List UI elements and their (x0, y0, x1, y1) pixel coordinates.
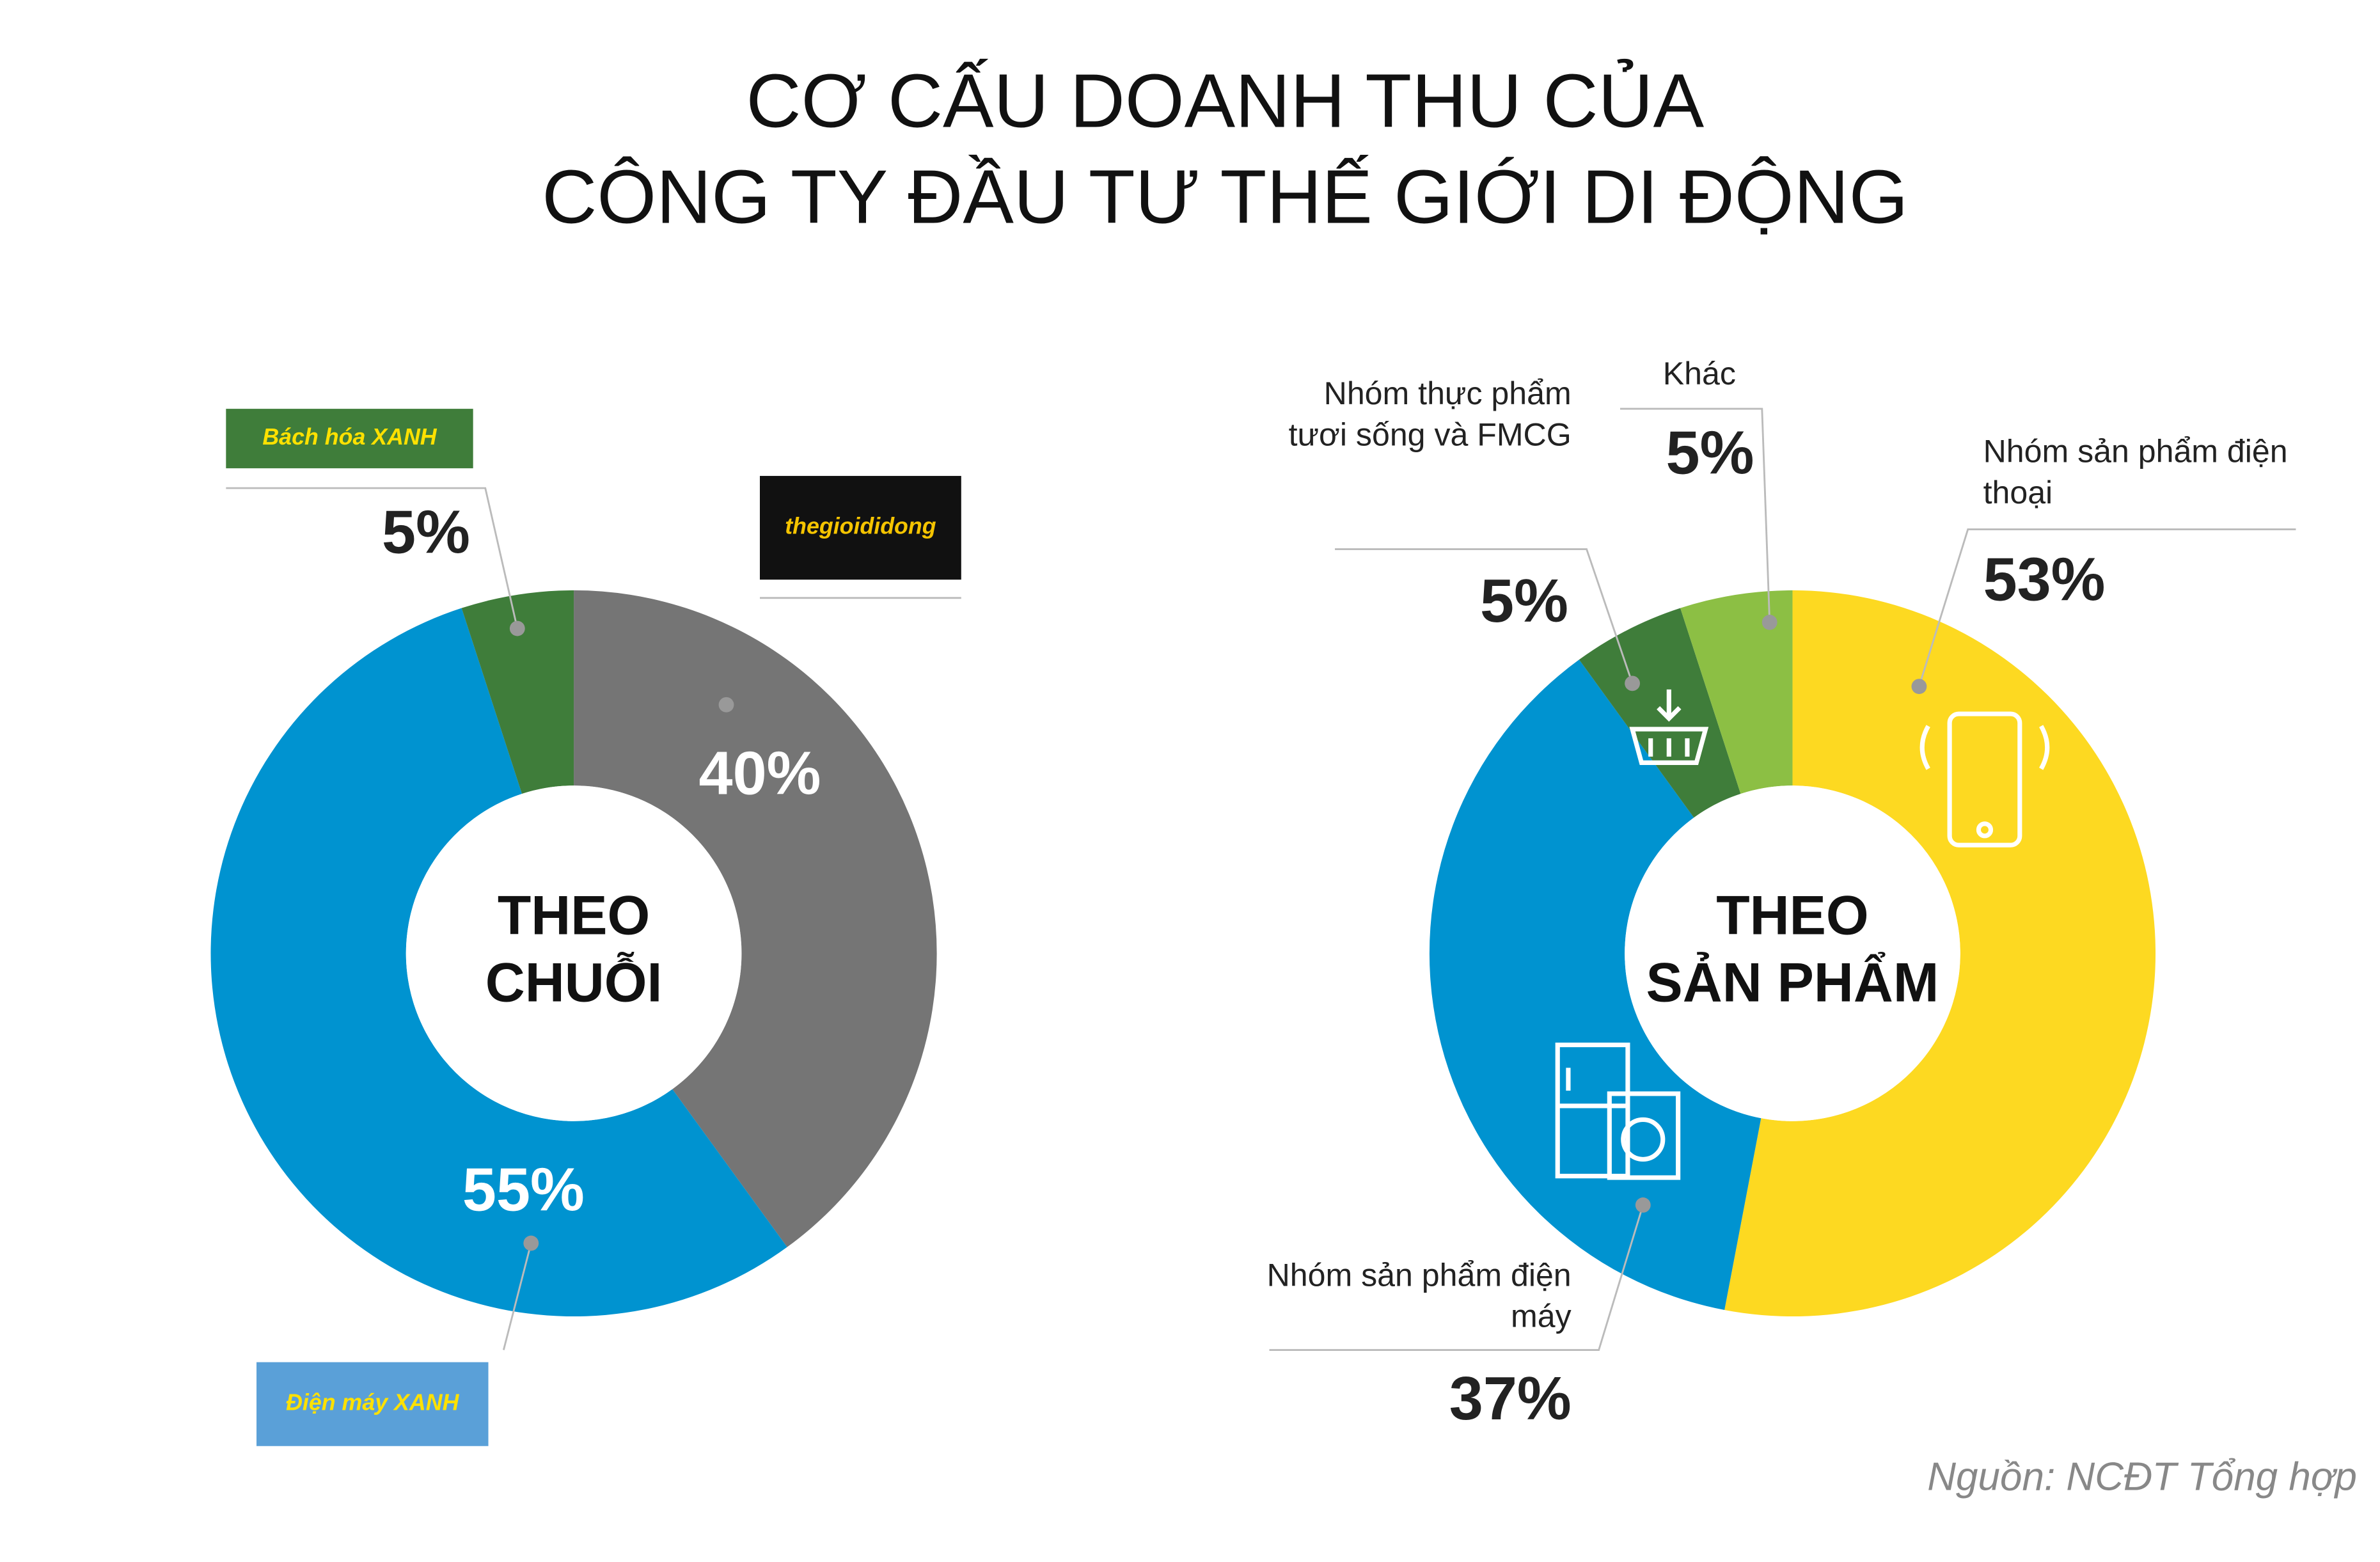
value-label: 5% (1480, 567, 1568, 635)
leader-line (226, 487, 519, 629)
leader-line (502, 1243, 532, 1350)
leader-line (1335, 548, 1634, 684)
value-label: 40% (699, 739, 821, 807)
value-label: 55% (462, 1156, 585, 1224)
logo (759, 476, 961, 580)
leader-dot (1625, 675, 1641, 691)
donut-segment (1724, 590, 2156, 1317)
value-label: 37% (1449, 1365, 1572, 1433)
leader-line (1269, 1204, 1644, 1351)
source: Nguồn: NCĐT Tổng hợp (1927, 1455, 2357, 1499)
donut-segment (210, 608, 787, 1317)
category-label: Nhóm sản phẩm điện máy (1266, 1258, 1572, 1335)
category-label: Điện máy XANH (286, 1390, 459, 1416)
category-label: Khác (1662, 357, 1736, 392)
leader-dot (509, 620, 525, 636)
leader-line (1620, 407, 1771, 623)
leader-dot (1761, 615, 1777, 630)
donut-segment (461, 590, 574, 794)
leader-dot (523, 1235, 539, 1251)
category-label-box: Nhóm sản phẩm điện máy (1266, 1258, 1572, 1335)
leader-dot (718, 697, 734, 713)
category-label-box: Nhóm sản phẩm điện thoại (1983, 434, 2288, 511)
leader-dot (1635, 1197, 1651, 1213)
fridge-icon (1555, 1042, 1630, 1179)
category-label: Nhóm sản phẩm điện thoại (1983, 434, 2288, 511)
value-label: 5% (1666, 420, 1754, 487)
category-label: Nhóm thực phẩm tươi sống và FMCG (1288, 377, 1572, 454)
washer-icon (1607, 1091, 1681, 1180)
value-label: 53% (1983, 546, 2106, 614)
category-label-box: Nhóm thực phẩm tươi sống và FMCG (1288, 377, 1572, 454)
fridge-lines (1557, 1068, 1628, 1108)
basket-icon (1629, 689, 1709, 765)
donut-segment (1579, 608, 1741, 818)
donut-hole (406, 785, 742, 1121)
title-line: CƠ CẤU DOANH THU CỦA (746, 58, 1705, 143)
value-label: 5% (382, 499, 470, 567)
phone-waves (1919, 725, 2050, 770)
phone-icon (1947, 711, 2022, 848)
leader-dot (1911, 679, 1927, 695)
title-line: CÔNG TY ĐẦU TƯ THẾ GIỚI DI ĐỘNG (542, 155, 1908, 240)
category-label: Bách hóa XANH (262, 424, 437, 450)
category-label: thegioididong (785, 514, 936, 539)
logo (226, 409, 473, 469)
center-label: CHUỖI (485, 952, 663, 1014)
phone-button (1976, 821, 1994, 839)
donut-segment (574, 590, 937, 1247)
center-label: SẢN PHẨM (1646, 952, 1939, 1014)
category-label-box: Khác (1662, 357, 1736, 392)
icons (1555, 689, 2050, 1180)
donut-segment (1680, 590, 1793, 794)
logo (256, 1362, 489, 1446)
leader-line (1918, 528, 2296, 687)
washer-drum (1621, 1117, 1666, 1162)
center-label: THEO (498, 885, 650, 947)
center-label: THEO (1716, 885, 1868, 947)
donut-hole (1625, 785, 1960, 1121)
